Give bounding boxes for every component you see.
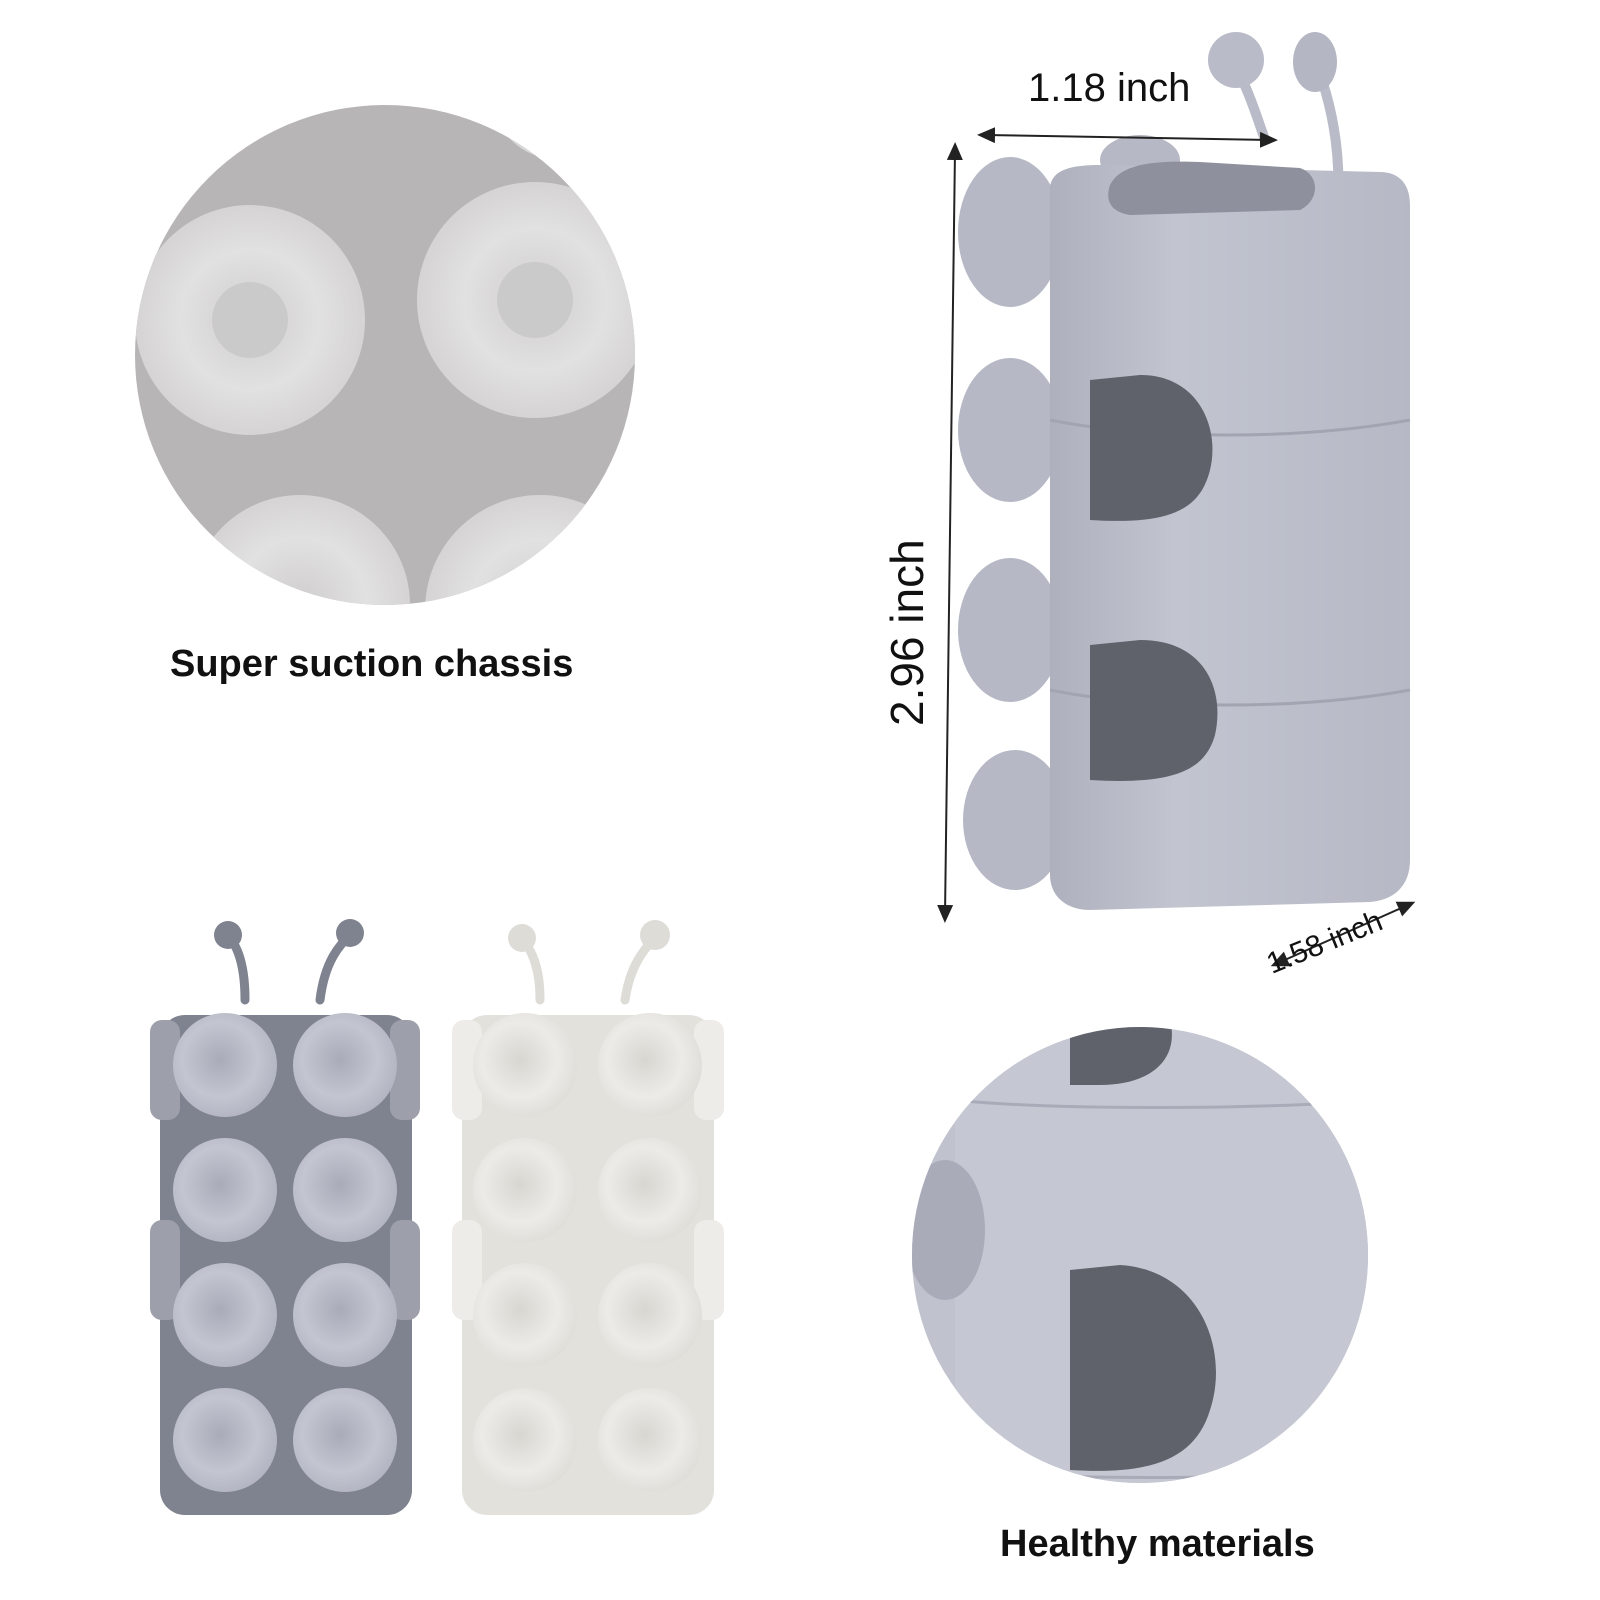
suction-cup: [598, 1138, 702, 1242]
suction-cup: [293, 1013, 397, 1117]
suction-cup: [173, 1013, 277, 1117]
suction-cup: [473, 1138, 577, 1242]
suction-cup: [473, 1013, 577, 1117]
suction-cup: [293, 1138, 397, 1242]
suction-cup: [173, 1263, 277, 1367]
light-cream-variant: [452, 920, 724, 1515]
dimension-width-label: 1.18 inch: [1028, 66, 1191, 110]
dark-grey-variant: [150, 919, 420, 1515]
suction-cup: [598, 1013, 702, 1117]
main-product: [937, 32, 1416, 967]
suction-cup: [473, 1263, 577, 1367]
suction-cup: [190, 495, 410, 605]
dimension-height-label: 2.96 inch: [881, 539, 933, 726]
suction-cup: [425, 495, 635, 605]
suction-cup: [293, 1263, 397, 1367]
suction-cup: [598, 1388, 702, 1492]
suction-cup: [173, 1138, 277, 1242]
caption-materials: Healthy materials: [1000, 1523, 1315, 1565]
suction-cup: [473, 1388, 577, 1492]
caption-suction: Super suction chassis: [170, 643, 574, 685]
suction-zoom-circle: [135, 105, 635, 605]
suction-cup: [293, 1388, 397, 1492]
suction-cup: [490, 105, 630, 160]
materials-zoom-circle: [912, 1027, 1368, 1483]
suction-cup: [173, 1388, 277, 1492]
suction-cup: [598, 1263, 702, 1367]
